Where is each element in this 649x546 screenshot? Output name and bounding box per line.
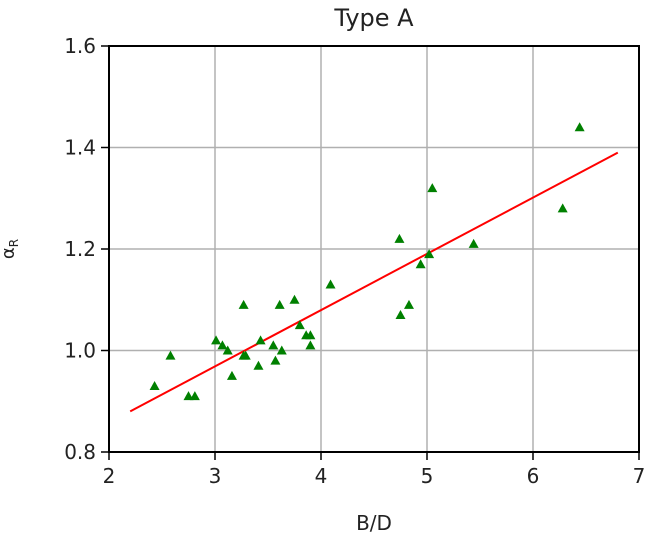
data-point-triangle	[240, 350, 251, 360]
data-point-triangle	[294, 320, 305, 330]
data-point-triangle	[270, 355, 281, 365]
data-point-triangle	[289, 294, 300, 304]
chart-title: Type A	[333, 4, 414, 32]
x-tick-label: 2	[103, 464, 116, 488]
data-point-triangle	[268, 340, 279, 350]
data-point-triangle	[574, 122, 585, 132]
data-point-triangle	[305, 330, 316, 340]
data-point-triangle	[325, 279, 336, 289]
x-tick-label: 6	[527, 464, 540, 488]
x-tick-label: 7	[633, 464, 646, 488]
data-point-triangle	[226, 370, 237, 380]
data-point-triangle	[468, 238, 479, 248]
axis-ticks: 2 3 4 5 6 7 0.8 1.0 1.2 1.4 1.6	[64, 34, 645, 488]
data-point-triangle	[211, 335, 222, 345]
data-point-triangle	[255, 335, 266, 345]
data-point-triangle	[165, 350, 176, 360]
grid	[108, 45, 640, 453]
data-point-triangle	[183, 391, 194, 401]
y-tick-label: 1.4	[64, 136, 96, 160]
data-point-triangle	[424, 249, 435, 259]
data-point-triangle	[276, 345, 287, 355]
data-point-triangle	[394, 233, 405, 243]
x-tick-label: 5	[421, 464, 434, 488]
y-tick-label: 1.2	[64, 237, 96, 261]
y-tick-label: 1.0	[64, 339, 96, 363]
y-tick-label: 1.6	[64, 34, 96, 58]
data-point-triangle	[217, 340, 228, 350]
data-point-triangle	[189, 391, 200, 401]
data-point-triangle	[403, 299, 414, 309]
data-point-triangle	[222, 345, 233, 355]
y-tick-label: 0.8	[64, 440, 96, 464]
data-point-triangle	[238, 299, 249, 309]
x-tick-label: 4	[315, 464, 328, 488]
data-point-triangle	[253, 360, 264, 370]
data-point-triangle	[305, 340, 316, 350]
data-points	[149, 122, 585, 401]
data-point-triangle	[557, 203, 568, 213]
fit-line	[129, 151, 619, 413]
data-point-triangle	[415, 259, 426, 269]
data-point-triangle	[427, 183, 438, 193]
y-axis-label: αR	[0, 239, 21, 259]
x-axis-label: B/D	[356, 511, 392, 535]
data-point-triangle	[395, 309, 406, 319]
plot-frame	[108, 45, 640, 453]
data-point-triangle	[149, 381, 160, 391]
x-tick-label: 3	[209, 464, 222, 488]
data-point-triangle	[274, 299, 285, 309]
